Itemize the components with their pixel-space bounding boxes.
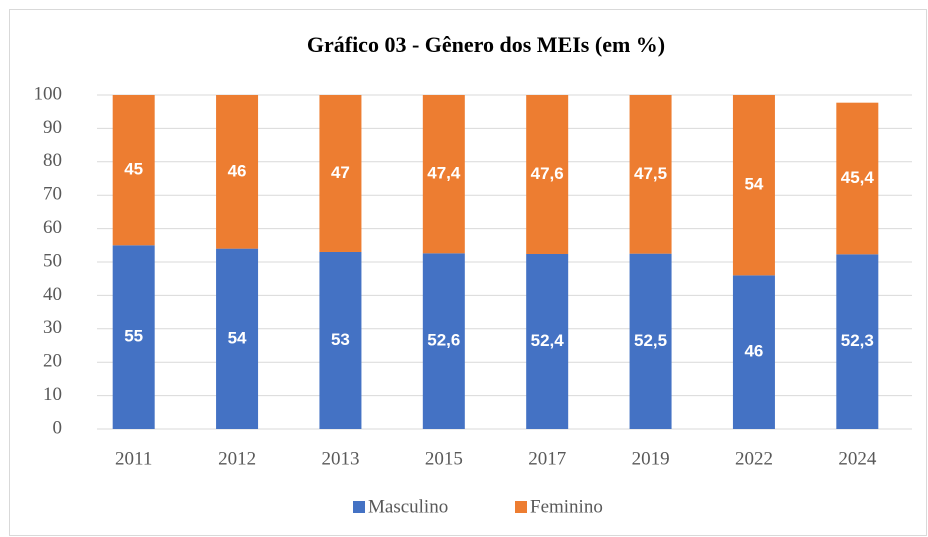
bar-segment <box>216 248 259 429</box>
y-tick-label: 0 <box>53 417 63 438</box>
bar-segment <box>319 95 362 252</box>
x-tick-label: 2024 <box>838 448 877 469</box>
bar-segment <box>112 95 155 246</box>
chart-title: Gráfico 03 - Gênero dos MEIs (em %) <box>307 32 665 57</box>
bar-segment <box>112 245 155 429</box>
bar-segment <box>526 95 569 254</box>
data-label: 52,4 <box>531 331 565 350</box>
y-tick-label: 90 <box>43 117 62 138</box>
bar-segment <box>422 253 465 429</box>
y-tick-label: 30 <box>43 317 62 338</box>
data-label: 47,6 <box>531 164 564 183</box>
data-label: 52,3 <box>841 331 874 350</box>
bar-segment <box>319 251 362 429</box>
data-label: 45,4 <box>841 168 875 187</box>
data-label: 53 <box>331 330 350 349</box>
data-label: 54 <box>744 175 763 194</box>
bar-segment <box>836 102 879 255</box>
x-tick-label: 2013 <box>321 448 359 469</box>
bar-segment <box>526 253 569 429</box>
bar-segment <box>422 95 465 254</box>
y-tick-label: 50 <box>43 250 62 271</box>
y-tick-label: 10 <box>43 384 62 405</box>
data-label: 45 <box>124 160 143 179</box>
y-tick-label: 70 <box>43 184 62 205</box>
data-label: 47,5 <box>634 164 667 183</box>
data-label: 46 <box>228 161 247 180</box>
bar-segment <box>836 254 879 429</box>
data-label: 52,6 <box>427 331 460 350</box>
x-tick-label: 2012 <box>218 448 256 469</box>
x-tick-label: 2019 <box>632 448 670 469</box>
x-tick-label: 2015 <box>425 448 463 469</box>
data-label: 52,5 <box>634 331 667 350</box>
bar-segment <box>732 275 775 429</box>
legend-label: Masculino <box>368 496 448 517</box>
x-tick-label: 2022 <box>735 448 773 469</box>
y-tick-label: 80 <box>43 150 62 171</box>
data-label: 46 <box>744 342 763 361</box>
x-tick-label: 2017 <box>528 448 566 469</box>
bar-segment <box>629 253 672 429</box>
y-tick-label: 100 <box>34 83 63 104</box>
legend-swatch <box>353 501 365 513</box>
bar-segment <box>629 95 672 254</box>
legend-swatch <box>515 501 527 513</box>
data-label: 55 <box>124 327 143 346</box>
y-tick-label: 60 <box>43 217 62 238</box>
x-tick-label: 2011 <box>115 448 152 469</box>
y-tick-label: 40 <box>43 284 62 305</box>
data-label: 47,4 <box>427 164 461 183</box>
bar-segment <box>732 95 775 276</box>
data-label: 47 <box>331 163 350 182</box>
data-label: 54 <box>228 328 247 347</box>
legend-label: Feminino <box>530 496 603 517</box>
bar-segment <box>216 95 259 249</box>
y-tick-label: 20 <box>43 351 62 372</box>
